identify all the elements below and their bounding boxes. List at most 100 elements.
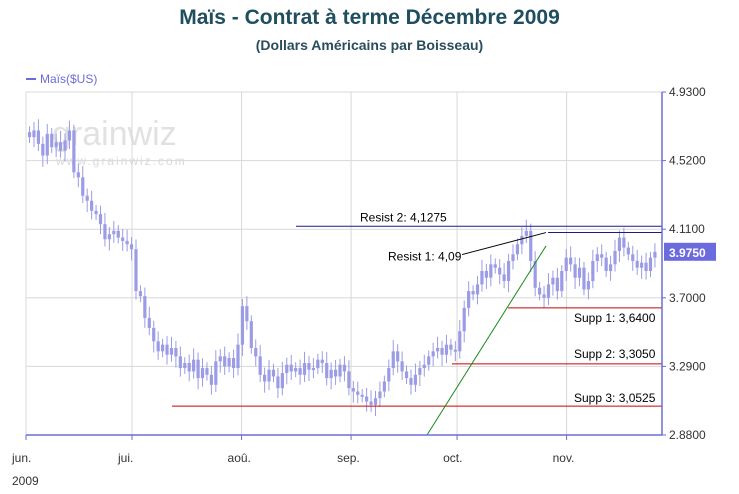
candle-body <box>316 359 320 369</box>
overlay-lines: Resist 2: 4,1275 Resist 1: 4,09 Supp 1: 3,… <box>172 210 662 436</box>
candle-body <box>387 368 391 382</box>
candle-body <box>502 274 506 282</box>
candle-body <box>72 130 76 173</box>
candle-body <box>453 349 457 352</box>
candle-body <box>586 281 591 290</box>
candle-body <box>134 249 138 292</box>
candle-body <box>400 361 404 372</box>
candle-body <box>546 284 551 298</box>
candle-body <box>551 277 555 285</box>
candle-body <box>391 351 395 369</box>
y-tick-label: 4.9300 <box>669 85 706 99</box>
candle-body <box>511 254 515 261</box>
candle-body <box>183 363 187 369</box>
candle-body <box>329 369 333 379</box>
candle-body <box>440 347 444 355</box>
candle-body <box>258 356 262 375</box>
support-3-label: Supp 3: 3,0525 <box>574 391 656 405</box>
candle-body <box>626 247 630 255</box>
candle-body <box>209 374 213 385</box>
candle-body <box>263 374 267 382</box>
candle-body <box>103 224 107 240</box>
candle-body <box>302 363 307 375</box>
candle-body <box>644 262 648 272</box>
candle-body <box>648 257 653 272</box>
last-price-label: 3.9750 <box>669 246 706 260</box>
candle-body <box>360 394 364 397</box>
candle-body <box>107 234 111 240</box>
candle-body <box>294 368 298 372</box>
candle-body <box>382 381 386 392</box>
candle-body <box>427 356 431 365</box>
x-year-label: 2009 <box>12 474 39 488</box>
candle-body <box>311 368 316 371</box>
candle-body <box>325 363 329 379</box>
candle-body <box>129 244 134 250</box>
candle-body <box>147 317 151 328</box>
candle-body <box>240 306 245 345</box>
candle-body <box>187 363 191 372</box>
candle-body <box>342 364 347 372</box>
candle-body <box>533 260 537 288</box>
legend-label: Maïs($US) <box>40 72 97 86</box>
candle-body <box>573 264 577 278</box>
candle-body <box>98 214 103 225</box>
candle-body <box>422 364 426 369</box>
candle-body <box>396 351 400 362</box>
candle-body <box>85 195 89 201</box>
candle-body <box>560 271 564 292</box>
candle-body <box>231 358 236 369</box>
candle-body <box>631 254 635 261</box>
candle-body <box>174 347 178 357</box>
candle-body <box>365 396 369 402</box>
candle-body <box>467 291 471 308</box>
candle-body <box>254 347 258 357</box>
candle-body <box>200 368 205 379</box>
candle-body <box>280 373 284 389</box>
resist-1-pointer <box>461 232 547 256</box>
support-1-label: Supp 1: 3,6400 <box>574 311 656 325</box>
candle-body <box>449 344 453 350</box>
candle-body <box>36 130 41 144</box>
candle-body <box>138 291 143 297</box>
candle-body <box>378 391 382 399</box>
candle-body <box>116 230 120 238</box>
candle-body <box>471 291 475 295</box>
candle-body <box>41 143 45 156</box>
candle-body <box>54 142 58 148</box>
candle-body <box>569 257 573 265</box>
candle-body <box>285 364 289 374</box>
candle-body <box>218 356 222 362</box>
candle-body <box>493 264 497 268</box>
candle-body <box>333 369 338 377</box>
last-price-box <box>664 242 716 261</box>
candle-body <box>178 356 182 369</box>
candle-body <box>45 133 49 156</box>
candle-body <box>76 172 80 178</box>
candle-body <box>152 327 156 342</box>
y-tick-label: 2.8800 <box>669 428 706 442</box>
candle-body <box>307 363 311 370</box>
candle-body <box>409 378 413 385</box>
candle-body <box>635 260 639 268</box>
candle-body <box>236 344 240 369</box>
candle-body <box>413 374 418 385</box>
candle-body <box>529 230 533 261</box>
chart-subtitle: (Dollars Américains par Boisseau) <box>255 37 484 53</box>
candle-body <box>604 257 608 272</box>
candle-body <box>373 398 378 405</box>
candle-body <box>81 177 85 196</box>
candle-body <box>506 260 511 282</box>
candle-body <box>94 210 98 215</box>
candle-body <box>480 271 484 285</box>
x-tick-label: nov. <box>553 451 575 465</box>
candle-body <box>50 133 54 148</box>
candle-body <box>369 401 373 405</box>
candle-body <box>347 371 351 389</box>
candle-body <box>653 251 657 258</box>
candle-body <box>351 388 355 392</box>
support-2-label: Supp 2: 3,3050 <box>574 347 656 361</box>
candle-body <box>515 244 520 255</box>
candle-body <box>617 237 622 251</box>
candle-body <box>600 254 604 258</box>
